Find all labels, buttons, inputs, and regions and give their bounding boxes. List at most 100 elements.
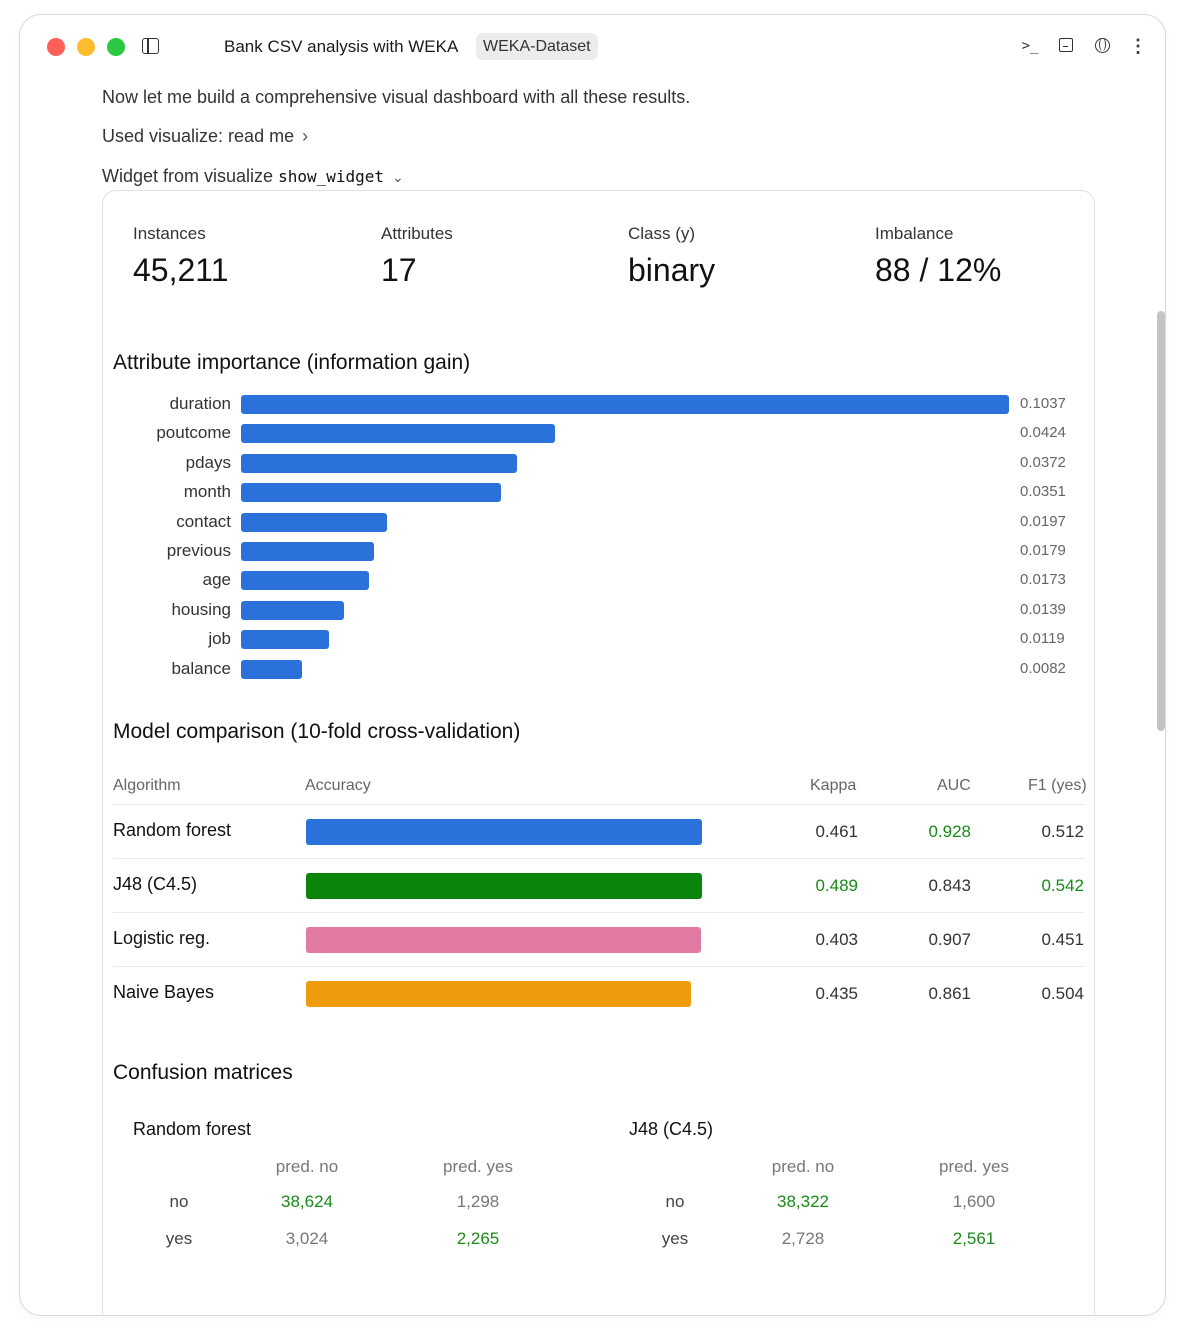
widget-panel: Instances 45,211 Attributes 17 Class (y) bina… xyxy=(102,190,1096,1315)
confusion-cell: 1,600 xyxy=(952,1192,996,1211)
attr-value-label: 0.0173 xyxy=(1020,571,1066,589)
chevron-down-icon: ⌄ xyxy=(392,169,404,185)
header-algorithm: Algorithm xyxy=(113,777,181,794)
attr-bar xyxy=(241,483,501,503)
confusion-cell: 38,322 xyxy=(777,1192,829,1211)
f1-value: 0.512 xyxy=(1041,822,1084,841)
attr-value-label: 0.0372 xyxy=(1020,453,1066,471)
auc-value: 0.843 xyxy=(928,876,971,895)
attr-bar xyxy=(241,571,370,591)
kappa-value: 0.489 xyxy=(815,876,858,895)
f1-value: 0.542 xyxy=(1041,876,1084,895)
globe-icon[interactable] xyxy=(1092,36,1112,56)
attr-tick-label: month xyxy=(183,482,231,502)
confusion-cell: 3,024 xyxy=(285,1229,329,1248)
widget-label: Widget from visualize xyxy=(102,166,279,186)
more-icon[interactable]: ⋮ xyxy=(1129,36,1147,56)
algorithm-name: Naive Bayes xyxy=(113,982,215,1002)
attr-bar xyxy=(241,600,344,620)
confusion-col-header: pred. yes xyxy=(939,1157,1009,1176)
kappa-value: 0.403 xyxy=(815,930,858,949)
attr-row: month 0.0351 xyxy=(103,481,1096,503)
confusion-matrix-title: J48 (C4.5) xyxy=(629,1119,714,1139)
attr-bar xyxy=(241,542,374,561)
auc-value: 0.861 xyxy=(928,984,971,1003)
algorithm-name: Random forest xyxy=(113,820,232,840)
attr-tick-label: housing xyxy=(171,599,231,619)
confusion-row-label: no xyxy=(665,1192,685,1211)
confusion-matrices-title: Confusion matrices xyxy=(113,1061,293,1084)
accuracy-bar xyxy=(306,981,692,1007)
close-window-button[interactable] xyxy=(47,38,65,56)
header-auc: AUC xyxy=(937,777,971,794)
app-window: Bank CSV analysis with WEKA WEKA-Dataset… xyxy=(19,14,1166,1316)
stat-value: 45,211 xyxy=(133,252,229,288)
window-title: Bank CSV analysis with WEKA xyxy=(224,37,459,56)
attr-row: poutcome 0.0424 xyxy=(103,422,1096,444)
header-accuracy: Accuracy xyxy=(305,777,371,794)
widget-code: show_widget xyxy=(278,167,385,186)
attr-bar xyxy=(241,424,555,444)
algorithm-name: Logistic reg. xyxy=(113,928,211,948)
attr-value-label: 0.0139 xyxy=(1020,600,1066,618)
stat-label: Attributes xyxy=(381,224,453,243)
attr-bar xyxy=(241,453,517,473)
attr-row: contact 0.0197 xyxy=(103,511,1096,533)
f1-value: 0.451 xyxy=(1041,930,1084,949)
table-row: J48 (C4.5) 0.489 0.843 0.542 xyxy=(113,858,1084,912)
attr-tick-label: job xyxy=(208,629,231,649)
sidebar-icon[interactable] xyxy=(142,38,159,54)
scrollbar[interactable] xyxy=(1157,311,1165,731)
auc-value: 0.928 xyxy=(928,822,971,841)
confusion-row-label: yes xyxy=(165,1229,193,1248)
attr-row: pdays 0.0372 xyxy=(103,452,1096,474)
accuracy-bar xyxy=(306,873,702,899)
attr-row: job 0.0119 xyxy=(103,628,1096,650)
assistant-message: Now let me build a comprehensive visual … xyxy=(102,87,691,107)
confusion-row-label: no xyxy=(169,1192,189,1211)
attr-value-label: 0.0119 xyxy=(1020,630,1065,648)
confusion-cell: 38,624 xyxy=(281,1192,333,1211)
auc-value: 0.907 xyxy=(928,930,971,949)
widget-toggle[interactable]: Widget from visualize show_widget ⌄ xyxy=(102,166,404,187)
confusion-col-header: pred. no xyxy=(771,1157,835,1176)
attr-row: balance 0.0082 xyxy=(103,658,1096,680)
attr-tick-label: previous xyxy=(166,541,231,560)
algorithm-name: J48 (C4.5) xyxy=(113,874,198,894)
stat-label: Imbalance xyxy=(875,224,954,243)
chevron-right-icon: › xyxy=(302,126,309,146)
confusion-col-header: pred. no xyxy=(275,1157,339,1176)
confusion-col-header: pred. yes xyxy=(443,1157,513,1176)
f1-value: 0.504 xyxy=(1041,984,1084,1003)
attr-tick-label: balance xyxy=(171,658,231,678)
maximize-window-button[interactable] xyxy=(107,38,125,56)
confusion-cell: 1,298 xyxy=(456,1192,500,1211)
stat-card: Attributes 17 xyxy=(381,224,453,289)
confusion-cell: 2,561 xyxy=(952,1229,996,1248)
table-row: Logistic reg. 0.403 0.907 0.451 xyxy=(113,912,1084,966)
confusion-cell: 2,265 xyxy=(456,1229,500,1248)
attr-tick-label: age xyxy=(202,570,231,590)
stat-value: binary xyxy=(628,252,716,288)
table-row: Random forest 0.461 0.928 0.512 xyxy=(113,804,1084,858)
kappa-value: 0.435 xyxy=(815,984,858,1003)
minimize-window-button[interactable] xyxy=(77,38,95,56)
used-visualize-toggle[interactable]: Used visualize: read me › xyxy=(102,126,308,147)
accuracy-bar xyxy=(306,819,702,845)
attr-tick-label: contact xyxy=(176,511,231,531)
attr-value-label: 0.1037 xyxy=(1020,395,1066,412)
attr-value-label: 0.0082 xyxy=(1020,659,1066,677)
project-badge[interactable]: WEKA-Dataset xyxy=(476,33,598,60)
attr-row: previous 0.0179 xyxy=(103,540,1096,562)
attr-value-label: 0.0424 xyxy=(1020,424,1066,442)
confusion-row-label: yes xyxy=(661,1229,689,1248)
attr-row: duration 0.1037 xyxy=(103,393,1096,415)
attr-tick-label: duration xyxy=(169,394,231,413)
stat-value: 88 / 12% xyxy=(875,252,1002,288)
preview-icon[interactable] xyxy=(1056,36,1076,56)
title-bar: Bank CSV analysis with WEKA WEKA-Dataset… xyxy=(20,15,1165,77)
attr-value-label: 0.0197 xyxy=(1020,512,1066,530)
stat-label: Instances xyxy=(133,224,206,243)
terminal-icon[interactable]: >_ xyxy=(1021,38,1039,54)
confusion-cell: 2,728 xyxy=(781,1229,825,1248)
